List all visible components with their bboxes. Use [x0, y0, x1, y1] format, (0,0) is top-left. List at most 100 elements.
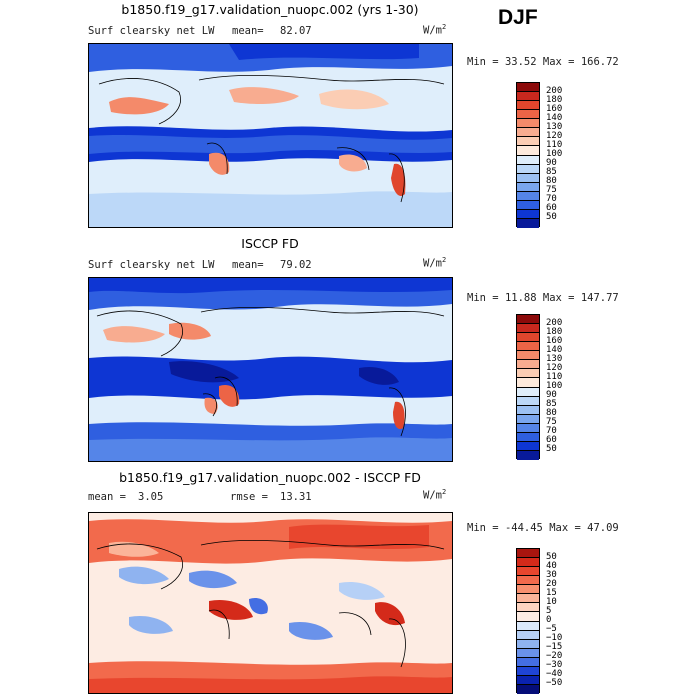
colorbar-tick-label: 140 [546, 112, 563, 123]
colorbar-tick-label: 75 [546, 417, 557, 428]
colorbar-tick-label: 20 [546, 578, 557, 589]
panel-1-minmax: Min = 33.52 Max = 166.72 [467, 56, 619, 68]
panel-3-rmse-label: rmse = [230, 491, 268, 503]
panel-1-colorbar-labels: 200 180 160 140 130 120 110 100 90 85 80 75 70 60 50 [546, 82, 586, 227]
colorbar-swatch [517, 657, 539, 667]
panel-1-colorbar [516, 82, 540, 228]
colorbar-swatch [517, 209, 539, 219]
colorbar-tick-label: 85 [546, 167, 557, 178]
colorbar-swatch [517, 200, 539, 210]
colorbar-swatch [517, 360, 539, 370]
colorbar-swatch [517, 164, 539, 174]
colorbar-tick-label: 120 [546, 362, 563, 373]
colorbar-tick-label: 160 [546, 335, 563, 346]
panel-2-colorbar [516, 314, 540, 460]
colorbar-swatch [517, 342, 539, 352]
colorbar-swatch [517, 155, 539, 165]
panel-2-map [88, 277, 453, 462]
colorbar-swatch [517, 218, 539, 228]
panel-1-variable: Surf clearsky net LW [88, 25, 215, 37]
colorbar-tick-label: 180 [546, 326, 563, 337]
panel-3-colorbar-labels: 50 40 30 20 15 10 5 0 −5 −10 −15 −20 −30 −40 −50 [546, 548, 586, 693]
colorbar-tick-label: 85 [546, 399, 557, 410]
colorbar-tick-label: 80 [546, 408, 557, 419]
colorbar-swatch [517, 621, 539, 631]
colorbar-tick-label: −30 [546, 660, 563, 671]
panel-1-map [88, 43, 453, 228]
colorbar-swatch [517, 173, 539, 183]
colorbar-tick-label: 100 [546, 149, 563, 159]
colorbar-tick-label: 160 [546, 103, 563, 114]
panel-1-units: W/m2 [423, 23, 447, 37]
colorbar-swatch [517, 549, 539, 559]
colorbar-tick-label: 130 [546, 353, 563, 364]
colorbar-swatch [517, 441, 539, 451]
colorbar-tick-label: 60 [546, 203, 557, 214]
colorbar-swatch [517, 110, 539, 120]
colorbar-swatch [517, 684, 539, 694]
colorbar-tick-label: −5 [546, 624, 557, 635]
panel-1-max-value: 166.72 [580, 56, 619, 68]
colorbar-swatch [517, 576, 539, 586]
colorbar-tick-label: 75 [546, 185, 557, 196]
colorbar-tick-label: 80 [546, 176, 557, 187]
panel-2-mean-value: 79.02 [280, 259, 312, 271]
colorbar-swatch [517, 83, 539, 93]
colorbar-swatch [517, 92, 539, 102]
colorbar-tick-label: 110 [546, 371, 563, 382]
panel-3-title: b1850.f19_g17.validation_nuopc.002 - ISC… [119, 470, 421, 485]
colorbar-tick-label: −15 [546, 642, 563, 653]
colorbar-tick-label: 180 [546, 94, 563, 105]
colorbar-swatch [517, 369, 539, 379]
panel-3-max-value: 47.09 [587, 522, 619, 534]
panel-1-max-label: Max = [542, 56, 575, 68]
colorbar-swatch [517, 450, 539, 460]
colorbar-tick-label: −20 [546, 651, 563, 662]
panel-3-min-value: -44.45 [504, 522, 543, 534]
colorbar-tick-label: 140 [546, 344, 563, 355]
colorbar-tick-label: 100 [546, 381, 563, 391]
panel-1-title: b1850.f19_g17.validation_nuopc.002 (yrs … [121, 2, 419, 17]
panel-1-mean-label: mean= [232, 25, 264, 37]
colorbar-swatch [517, 414, 539, 424]
colorbar-swatch [517, 558, 539, 568]
colorbar-swatch [517, 119, 539, 129]
colorbar-swatch [517, 594, 539, 604]
panel-3-map-svg [89, 513, 452, 693]
colorbar-tick-label: 40 [546, 560, 557, 571]
colorbar-swatch [517, 137, 539, 147]
colorbar-swatch [517, 324, 539, 334]
colorbar-swatch [517, 648, 539, 658]
colorbar-tick-label: 120 [546, 130, 563, 141]
panel-2-variable: Surf clearsky net LW [88, 259, 215, 271]
panel-1-min-label: Min = [467, 56, 499, 68]
panel-2-min-value: 11.88 [504, 292, 537, 304]
colorbar-swatch [517, 146, 539, 156]
panel-1-map-svg [89, 44, 452, 227]
colorbar-tick-label: 90 [546, 158, 557, 169]
colorbar-tick-label: −40 [546, 669, 563, 680]
panel-2-map-svg [89, 278, 452, 461]
panel-2-max-label: Max = [542, 292, 575, 304]
colorbar-tick-label: 200 [546, 85, 563, 96]
panel-2-mean-label: mean= [232, 259, 264, 271]
colorbar-swatch [517, 101, 539, 111]
panel-2-max-value: 147.77 [580, 292, 619, 304]
colorbar-tick-label: 90 [546, 390, 557, 401]
panel-3-minmax: Min = -44.45 Max = 47.09 [467, 522, 619, 534]
colorbar-tick-label: 10 [546, 596, 557, 607]
colorbar-swatch [517, 639, 539, 649]
colorbar-tick-label: 110 [546, 139, 563, 150]
colorbar-swatch [517, 666, 539, 676]
colorbar-tick-label: 0 [546, 615, 552, 625]
colorbar-swatch [517, 351, 539, 361]
colorbar-swatch [517, 182, 539, 192]
colorbar-tick-label: 5 [546, 605, 552, 616]
colorbar-swatch [517, 191, 539, 201]
panel-3-max-label: Max = [549, 522, 581, 534]
colorbar-swatch [517, 405, 539, 415]
colorbar-swatch [517, 423, 539, 433]
colorbar-swatch [517, 432, 539, 442]
colorbar-tick-label: 60 [546, 435, 557, 446]
colorbar-tick-label: −10 [546, 633, 563, 644]
